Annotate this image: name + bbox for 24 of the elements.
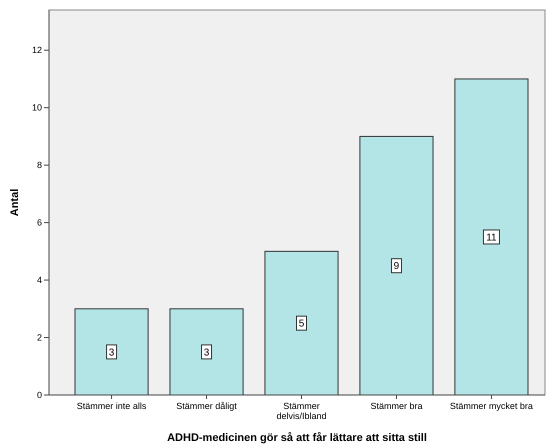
x-tick-label: Stämmer bra [370,401,422,411]
x-tick-label: Stämmer inte alls [76,401,147,411]
bar [74,308,149,396]
data-label: 3 [204,347,210,358]
y-tick-label: 8 [36,160,42,170]
bar [169,308,244,396]
data-label: 11 [486,232,498,244]
y-tick-label: 4 [36,275,42,286]
y-tick-label: 2 [36,332,42,343]
x-axis-title: ADHD-medicinen gör så att får lättare att sitta still [167,431,427,444]
bar [359,136,434,396]
data-label: 9 [394,261,400,272]
x-tick-label: Stämmer dåligt [176,401,238,411]
y-tick-label: 0 [36,390,42,400]
bar [454,78,528,396]
data-label: 5 [298,318,305,330]
y-tick-label: 12 [32,45,42,56]
x-tick-label: Stämmer mycket bra [450,401,533,411]
x-tick-label: Stämmer delvis/Ibland [276,401,327,421]
y-tick-label: 10 [32,102,42,113]
y-tick-label: 6 [36,218,42,228]
data-label: 3 [108,347,115,358]
y-axis-title: Antal [9,188,21,216]
bar [264,250,339,396]
